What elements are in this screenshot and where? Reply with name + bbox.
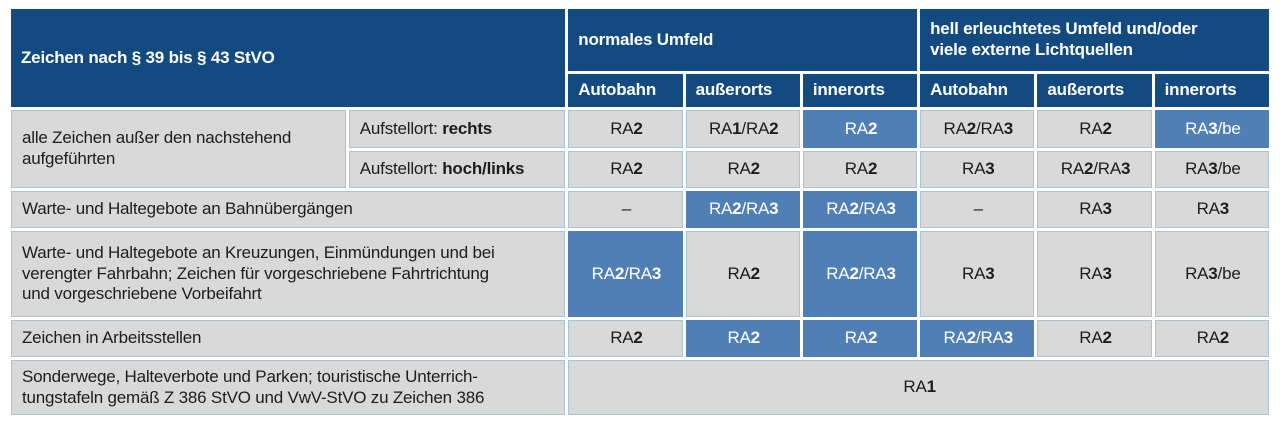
ra-cell-bahn-hell-autobahn: – (920, 191, 1035, 228)
ra-cell-arbeit-hell-ausserorts: RA2 (1037, 320, 1152, 357)
row-label-kreuzungen-line1: Warte- und Haltegebote an Kreuzungen, Ei… (22, 242, 495, 262)
row-bahnuebergaenge: Warte- und Haltegebote an Bahnübergängen… (11, 191, 1269, 228)
ra-cell-bahn-normal-autobahn: – (568, 191, 683, 228)
row-label-bahnuebergaenge: Warte- und Haltegebote an Bahnübergängen (11, 191, 566, 228)
header-row-columns: Autobahn außerorts innerorts Autobahn au… (11, 74, 1269, 107)
row-kreuzungen: Warte- und Haltegebote an Kreuzungen, Ei… (11, 231, 1269, 317)
column-group-hell-erleuchtet: hell erleuchtetes Umfeld und/oder viele … (920, 9, 1269, 71)
column-group-normales-umfeld: normales Umfeld (568, 9, 918, 71)
row-label-sonderwege-line1: Sonderwege, Halteverbote und Parken; tou… (22, 366, 478, 386)
aufstellort-prefix: Aufstellort: (359, 118, 438, 138)
column-group-hell-line1: hell erleuchtetes Umfeld und/oder (930, 19, 1198, 39)
row-label-kreuzungen-line2: verengter Fahrbahn; Zeichen für vorgesch… (22, 263, 489, 283)
col-header-normal-ausserorts: außerorts (685, 74, 800, 107)
ra-cell-kreuz-normal-autobahn: RA2/RA3 (568, 231, 683, 317)
ra-cell-kreuz-normal-innerorts: RA2/RA3 (802, 231, 918, 317)
ra-cell-arbeit-hell-innerorts: RA2 (1154, 320, 1269, 357)
col-header-normal-innerorts: innerorts (802, 74, 918, 107)
ra-cell-arbeit-normal-innerorts: RA2 (802, 320, 918, 357)
ra-cell-kreuz-hell-ausserorts: RA3 (1037, 231, 1152, 317)
col-header-hell-innerorts: innerorts (1154, 74, 1269, 107)
ra-cell-rechts-normal-ausserorts: RA1/RA2 (685, 110, 800, 148)
row-alle-zeichen-hoch-links: Aufstellort: hoch/links RA2 RA2 RA2 RA3 … (11, 151, 1269, 188)
row-alle-zeichen-rechts: alle Zeichen außer den nachstehend aufge… (11, 110, 1269, 188)
ra-cell-hochlinks-normal-autobahn: RA2 (568, 151, 683, 188)
retroreflection-class-table: Zeichen nach § 39 bis § 43 StVO normales… (8, 6, 1272, 418)
table-title: Zeichen nach § 39 bis § 43 StVO (11, 9, 566, 107)
ra-cell-hochlinks-normal-innerorts: RA2 (802, 151, 918, 188)
ra-cell-kreuz-normal-ausserorts: RA2 (685, 231, 800, 317)
ra-cell-arbeit-normal-autobahn: RA2 (568, 320, 683, 357)
ra-cell-kreuz-hell-autobahn: RA3 (920, 231, 1035, 317)
row-label-sonderwege-line2: tungstafeln gemäß Z 386 StVO und VwV-StV… (22, 387, 485, 407)
ra-cell-bahn-hell-ausserorts: RA3 (1037, 191, 1152, 228)
ra-cell-bahn-normal-ausserorts: RA2/RA3 (685, 191, 800, 228)
row-label-sonderwege: Sonderwege, Halteverbote und Parken; tou… (11, 360, 566, 415)
ra-cell-hochlinks-hell-autobahn: RA3 (920, 151, 1035, 188)
row-sublabel-aufstellort-hoch-links: Aufstellort: hoch/links (348, 151, 566, 188)
ra-cell-arbeit-normal-ausserorts: RA2 (685, 320, 800, 357)
ra-cell-rechts-hell-ausserorts: RA2 (1037, 110, 1152, 148)
column-group-hell-line2: viele externe Lichtquellen (930, 40, 1133, 59)
row-sonderwege: Sonderwege, Halteverbote und Parken; tou… (11, 360, 1269, 415)
ra-cell-rechts-normal-innerorts: RA2 (802, 110, 918, 148)
row-arbeitsstellen: Zeichen in Arbeitsstellen RA2 RA2 RA2 RA… (11, 320, 1269, 357)
ra-cell-hochlinks-hell-ausserorts: RA2/RA3 (1037, 151, 1152, 188)
col-header-hell-ausserorts: außerorts (1037, 74, 1152, 107)
ra-cell-arbeit-hell-autobahn: RA2/RA3 (920, 320, 1035, 357)
row-label-arbeitsstellen: Zeichen in Arbeitsstellen (11, 320, 566, 357)
ra-cell-rechts-hell-innerorts: RA3/be (1154, 110, 1269, 148)
row-label-alle-zeichen: alle Zeichen außer den nachstehend aufge… (11, 110, 346, 188)
ra-cell-rechts-normal-autobahn: RA2 (568, 110, 683, 148)
aufstellort-value-hoch-links: hoch/links (442, 159, 525, 179)
ra-cell-hochlinks-hell-innerorts: RA3/be (1154, 151, 1269, 188)
row-sublabel-aufstellort-rechts: Aufstellort: rechts (348, 110, 566, 148)
ra-cell-bahn-hell-innerorts: RA3 (1154, 191, 1269, 228)
col-header-hell-autobahn: Autobahn (920, 74, 1035, 107)
ra-cell-kreuz-hell-innerorts: RA3/be (1154, 231, 1269, 317)
ra-cell-hochlinks-normal-ausserorts: RA2 (685, 151, 800, 188)
ra-cell-sonderwege-all: RA1 (568, 360, 1269, 415)
row-label-kreuzungen-line3: und vorgeschriebene Vorbeifahrt (22, 284, 262, 304)
ra-cell-bahn-normal-innerorts: RA2/RA3 (802, 191, 918, 228)
header-row-groups: Zeichen nach § 39 bis § 43 StVO normales… (11, 9, 1269, 107)
aufstellort-value-rechts: rechts (442, 118, 493, 138)
row-label-alle-zeichen-line2: aufgeführten (22, 149, 116, 168)
aufstellort-prefix: Aufstellort: (359, 159, 438, 179)
ra-cell-rechts-hell-autobahn: RA2/RA3 (920, 110, 1035, 148)
row-label-kreuzungen: Warte- und Haltegebote an Kreuzungen, Ei… (11, 231, 566, 317)
col-header-normal-autobahn: Autobahn (568, 74, 683, 107)
row-label-alle-zeichen-line1: alle Zeichen außer den nachstehend (22, 128, 292, 148)
